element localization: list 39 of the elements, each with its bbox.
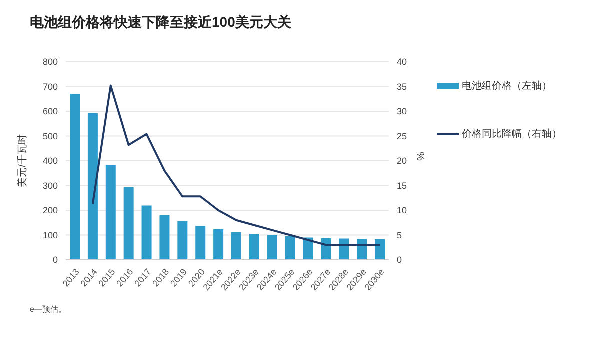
y2-tick-label: 15 [397,180,408,191]
line-series [92,84,382,246]
y-tick-label: 300 [42,180,58,191]
y-tick-label: 100 [42,230,58,240]
y2-tick-label: 0 [397,255,402,266]
bar [106,164,116,260]
bar [88,113,98,260]
chart-title: 电池组价格将快速下降至接近100美元大关 [30,14,292,32]
bar [267,235,278,260]
y-tick-label: 0 [52,255,58,266]
y2-axis-title: % [414,152,426,162]
y-tick-label: 200 [42,206,58,216]
bar [232,232,242,260]
y2-tick-label: 5 [397,230,402,240]
y2-tick-label: 30 [397,106,408,117]
bar [196,226,206,260]
bar [70,94,80,260]
y2-tick-label: 25 [397,131,408,142]
legend-label: 价格同比降幅（右轴） [462,128,562,141]
y-tick-label: 700 [42,82,58,92]
y-tick-label: 400 [42,156,58,166]
bar [285,236,296,260]
y-tick-label: 600 [42,106,58,117]
y2-tick-label: 35 [397,82,408,92]
bar [375,239,386,260]
y-tick-label: 500 [42,131,58,142]
legend-label: 电池组价格（左轴） [462,80,552,93]
bar [249,234,260,260]
bar [160,215,170,260]
bar [142,206,152,260]
y2-tick-label: 20 [397,156,408,166]
bar [178,221,188,260]
y-axis-title: 美元/千瓦时 [16,134,29,188]
y-tick-label: 800 [42,57,58,68]
text: e—预估。 [30,304,66,315]
y2-tick-label: 10 [397,206,408,216]
bar [124,187,134,260]
bar [214,230,224,260]
y2-tick-label: 40 [397,57,408,68]
